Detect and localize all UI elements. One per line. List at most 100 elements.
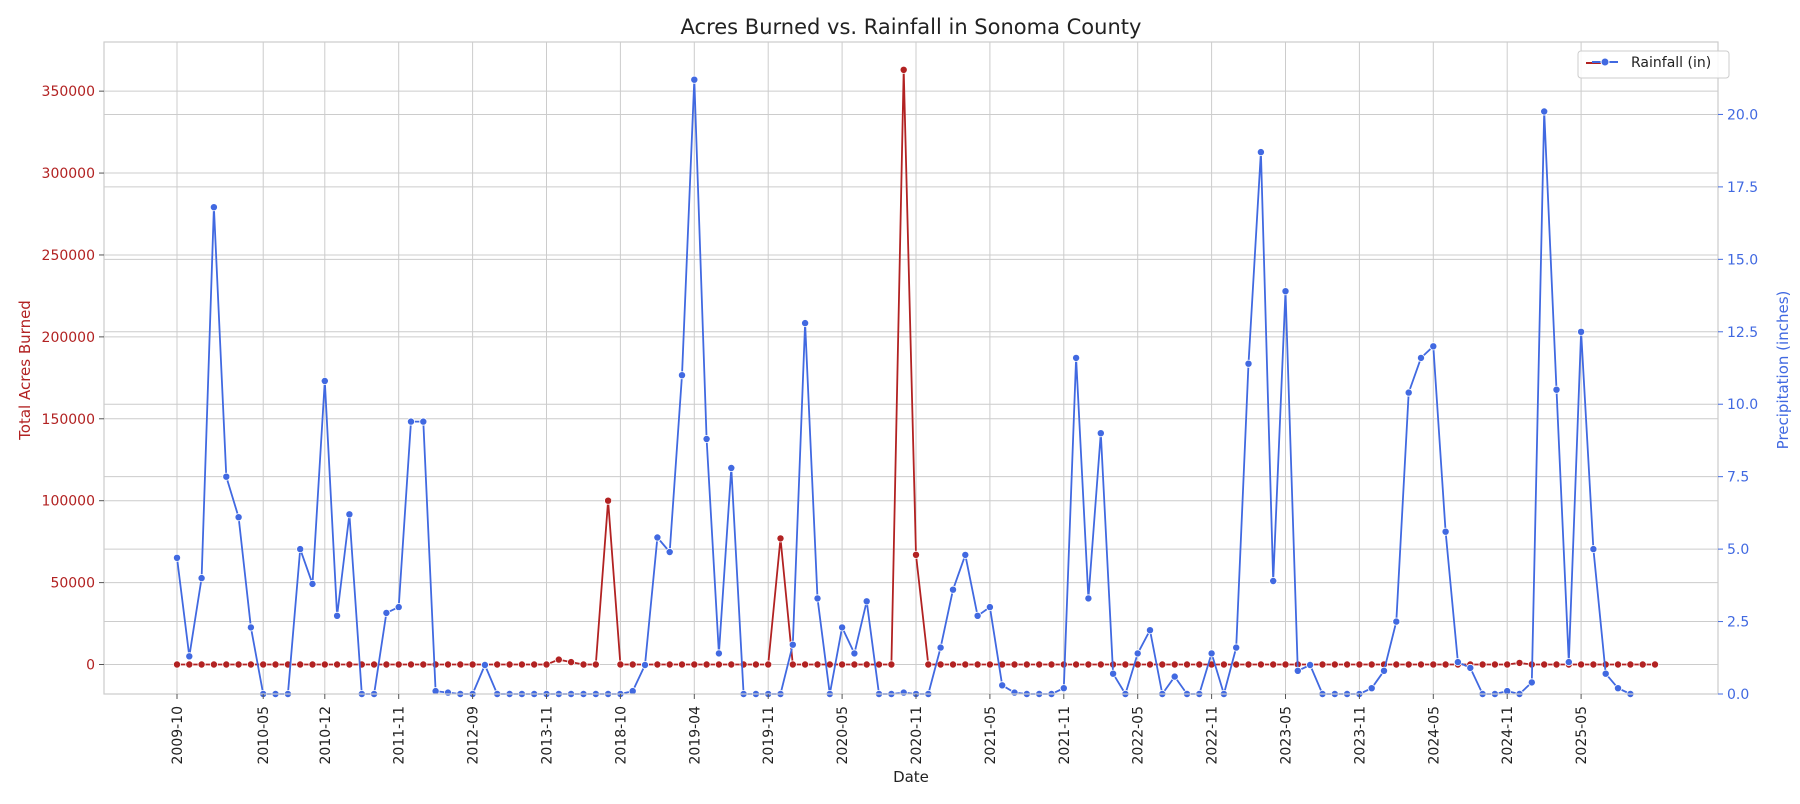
data-point-rainfall bbox=[653, 533, 662, 542]
data-point-acres-burned bbox=[1195, 660, 1204, 669]
data-point-acres-burned bbox=[1478, 660, 1487, 669]
data-point-rainfall bbox=[1244, 359, 1253, 368]
data-point-acres-burned bbox=[1626, 660, 1635, 669]
data-point-acres-burned bbox=[1318, 660, 1327, 669]
data-point-acres-burned bbox=[628, 660, 637, 669]
data-point-rainfall bbox=[480, 661, 489, 670]
data-point-acres-burned bbox=[1219, 660, 1228, 669]
x-tick-label: 2022-05 bbox=[1131, 706, 1147, 765]
data-point-rainfall bbox=[1589, 545, 1598, 554]
data-point-rainfall bbox=[172, 553, 181, 562]
x-tick-label: 2010-05 bbox=[256, 706, 272, 765]
data-point-acres-burned bbox=[493, 660, 502, 669]
data-point-acres-burned bbox=[1355, 660, 1364, 669]
data-point-acres-burned bbox=[1540, 660, 1549, 669]
data-point-rainfall bbox=[1429, 342, 1438, 351]
data-point-acres-burned bbox=[838, 660, 847, 669]
data-point-acres-burned bbox=[1232, 660, 1241, 669]
data-point-rainfall bbox=[850, 649, 859, 658]
legend: Rainfall (in) bbox=[1577, 50, 1730, 79]
data-point-rainfall bbox=[185, 652, 194, 661]
data-point-rainfall bbox=[1306, 661, 1315, 670]
data-point-acres-burned bbox=[1490, 660, 1499, 669]
data-point-acres-burned bbox=[1404, 660, 1413, 669]
data-point-rainfall bbox=[936, 643, 945, 652]
data-point-acres-burned bbox=[899, 65, 908, 74]
data-point-rainfall bbox=[1614, 684, 1623, 693]
data-point-rainfall bbox=[1577, 327, 1586, 336]
data-point-rainfall bbox=[1207, 649, 1216, 658]
data-point-acres-burned bbox=[554, 655, 563, 664]
data-point-acres-burned bbox=[690, 660, 699, 669]
data-point-rainfall bbox=[1380, 666, 1389, 675]
data-point-acres-burned bbox=[505, 660, 514, 669]
data-point-rainfall bbox=[1133, 649, 1142, 658]
x-tick-label: 2013-11 bbox=[540, 706, 556, 765]
data-point-acres-burned bbox=[801, 660, 810, 669]
data-point-rainfall bbox=[320, 376, 329, 385]
data-point-acres-burned bbox=[1146, 660, 1155, 669]
data-point-rainfall bbox=[628, 687, 637, 696]
data-point-rainfall bbox=[641, 661, 650, 670]
data-point-rainfall bbox=[727, 463, 736, 472]
data-point-rainfall bbox=[1540, 107, 1549, 116]
data-point-rainfall bbox=[406, 417, 415, 426]
data-point-rainfall bbox=[1059, 684, 1068, 693]
x-tick-label: 2012-09 bbox=[466, 706, 482, 765]
data-point-acres-burned bbox=[653, 660, 662, 669]
data-point-rainfall bbox=[222, 472, 231, 481]
x-tick-label: 2019-11 bbox=[761, 706, 777, 765]
axes: 0 50000 100000 150000 200000 250000 300000 3500… bbox=[42, 41, 1758, 765]
data-point-acres-burned bbox=[382, 660, 391, 669]
data-point-acres-burned bbox=[431, 660, 440, 669]
data-point-acres-burned bbox=[936, 660, 945, 669]
data-point-rainfall bbox=[813, 594, 822, 603]
data-point-acres-burned bbox=[320, 660, 329, 669]
data-point-acres-burned bbox=[1503, 660, 1512, 669]
data-point-acres-burned bbox=[1392, 660, 1401, 669]
x-tick-label: 2024-11 bbox=[1500, 706, 1516, 765]
data-point-rainfall bbox=[1072, 353, 1081, 362]
data-point-rainfall bbox=[246, 623, 255, 632]
data-point-rainfall bbox=[862, 597, 871, 606]
data-point-acres-burned bbox=[567, 658, 576, 667]
data-point-rainfall bbox=[1170, 672, 1179, 681]
right-y-tick-label: 0.0 bbox=[1727, 687, 1749, 703]
data-point-acres-burned bbox=[1121, 660, 1130, 669]
data-point-acres-burned bbox=[172, 660, 181, 669]
x-tick-label: 2009-10 bbox=[170, 706, 186, 765]
data-point-acres-burned bbox=[1072, 660, 1081, 669]
data-point-acres-burned bbox=[1441, 660, 1450, 669]
left-y-tick-label: 50000 bbox=[50, 576, 95, 592]
data-point-acres-burned bbox=[370, 660, 379, 669]
right-y-tick-label: 20.0 bbox=[1727, 107, 1758, 123]
data-point-rainfall bbox=[234, 513, 243, 522]
data-point-acres-burned bbox=[776, 534, 785, 543]
data-point-rainfall bbox=[1256, 148, 1265, 157]
legend-swatch-rainfall-marker bbox=[1600, 57, 1610, 67]
data-point-acres-burned bbox=[185, 660, 194, 669]
data-point-rainfall bbox=[1232, 643, 1241, 652]
data-point-rainfall bbox=[1441, 527, 1450, 536]
data-point-rainfall bbox=[197, 574, 206, 583]
data-point-acres-burned bbox=[259, 660, 268, 669]
data-point-rainfall bbox=[1417, 353, 1426, 362]
data-point-acres-burned bbox=[727, 660, 736, 669]
data-point-acres-burned bbox=[788, 660, 797, 669]
data-point-rainfall bbox=[985, 603, 994, 612]
data-point-rainfall bbox=[690, 75, 699, 84]
data-point-acres-burned bbox=[1589, 660, 1598, 669]
data-point-acres-burned bbox=[1330, 660, 1339, 669]
data-point-acres-burned bbox=[813, 660, 822, 669]
data-point-rainfall bbox=[1010, 688, 1019, 697]
data-point-acres-burned bbox=[714, 660, 723, 669]
x-tick-label: 2023-05 bbox=[1279, 706, 1295, 765]
right-y-tick-label: 10.0 bbox=[1727, 397, 1758, 413]
data-point-acres-burned bbox=[271, 660, 280, 669]
x-tick-label: 2022-11 bbox=[1205, 706, 1221, 765]
data-point-acres-burned bbox=[1183, 660, 1192, 669]
left-y-tick-label: 350000 bbox=[42, 84, 95, 100]
data-point-acres-burned bbox=[949, 660, 958, 669]
data-point-acres-burned bbox=[604, 496, 613, 505]
data-point-acres-burned bbox=[579, 660, 588, 669]
